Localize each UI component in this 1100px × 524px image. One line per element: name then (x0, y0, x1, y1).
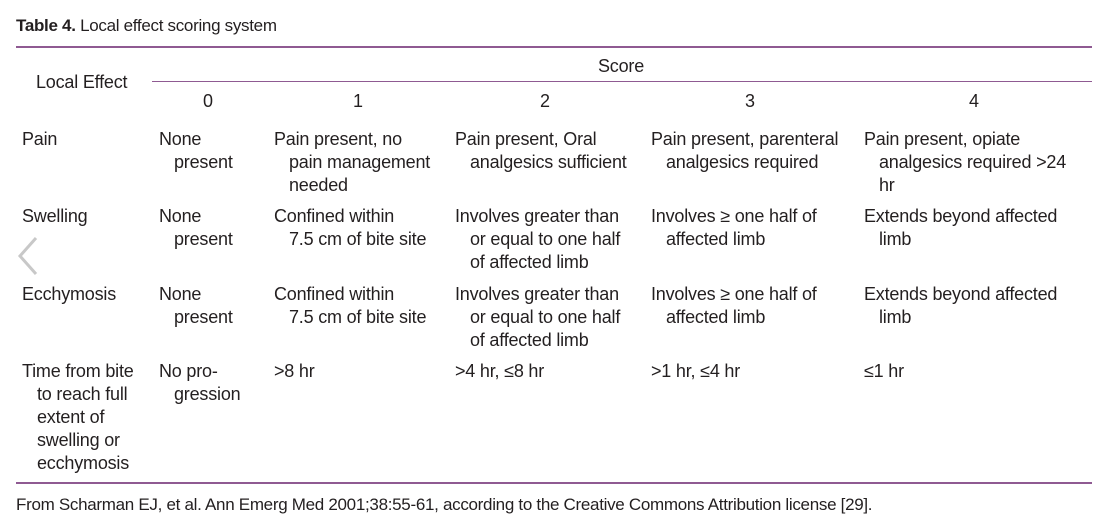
cell-line: Extends beyond affected (864, 206, 1058, 226)
header-score-2: 2 (540, 91, 550, 111)
cell-line: swelling or (37, 430, 120, 450)
cell-line: ecchymosis (37, 453, 130, 473)
table-cell-score-0: No pro-gression (159, 360, 241, 406)
table-cell-score-3: Involves ≥ one half of affected limb (651, 205, 817, 251)
cell-line: Confined within (274, 284, 395, 304)
table-cell-score-3: >1 hr, ≤4 hr (651, 360, 740, 383)
table-bottom-rule (16, 482, 1092, 484)
cell-line: needed (289, 175, 348, 195)
table-cell-score-4: Extends beyond affected limb (864, 205, 1057, 251)
cell-line: Extends beyond affected (864, 284, 1058, 304)
cell-line: Involves ≥ one half of (651, 284, 817, 304)
cell-line: Time from bite (22, 361, 134, 381)
table-cell-score-1: Confined within 7.5 cm of bite site (274, 283, 426, 329)
cell-line: None (159, 129, 202, 149)
cell-line: of affected limb (470, 252, 589, 272)
table-cell-score-4: Extends beyond affected limb (864, 283, 1057, 329)
cell-line: affected limb (666, 307, 766, 327)
table-cell-score-2: Involves greater than or equal to one hal… (455, 205, 620, 274)
chevron-left-icon[interactable] (14, 234, 48, 278)
cell-line: 7.5 cm of bite site (289, 307, 427, 327)
cell-line: to reach full (37, 384, 128, 404)
header-score-4: 4 (969, 91, 979, 111)
table-cell-score-1: Pain present, no pain management needed (274, 128, 430, 197)
cell-line: Involves greater than (455, 206, 619, 226)
cell-line: or equal to one half (470, 229, 621, 249)
cell-line: 7.5 cm of bite site (289, 229, 427, 249)
cell-line: analgesics required >24 (879, 152, 1067, 172)
table-cell-score-3: Involves ≥ one half of affected limb (651, 283, 817, 329)
cell-line: Pain (22, 129, 58, 149)
cell-line: extent of (37, 407, 105, 427)
cell-line: Pain present, no (274, 129, 402, 149)
cell-line: Confined within (274, 206, 395, 226)
table-cell-score-4: ≤1 hr (864, 360, 904, 383)
cell-line: analgesics sufficient (470, 152, 627, 172)
table-caption: Table 4. Local effect scoring system (16, 16, 277, 36)
header-score: Score (598, 56, 645, 76)
cell-line: Pain present, Oral (455, 129, 597, 149)
cell-line: pain management (289, 152, 431, 172)
cell-line: hr (879, 175, 895, 195)
cell-line: limb (879, 229, 912, 249)
table-footnote: From Scharman EJ, et al. Ann Emerg Med 2… (16, 495, 873, 514)
table-cell-score-2: >4 hr, ≤8 hr (455, 360, 544, 383)
table-cell-score-0: None present (159, 283, 233, 329)
cell-line: present (174, 152, 233, 172)
cell-line: Ecchymosis (22, 284, 117, 304)
table-cell-effect: Pain (22, 128, 57, 151)
table-cell-effect: Time from bite to reach full extent of swel… (22, 360, 134, 475)
table-cell-effect: Swelling (22, 205, 88, 228)
cell-line: >1 hr, ≤4 hr (651, 361, 741, 381)
cell-line: or equal to one half (470, 307, 621, 327)
cell-line: >8 hr (274, 361, 315, 381)
cell-line: gression (174, 384, 241, 404)
cell-line: No pro- (159, 361, 218, 381)
header-score-0: 0 (203, 91, 213, 111)
cell-line: of affected limb (470, 330, 589, 350)
table-cell-score-2: Pain present, Oral analgesics sufficient (455, 128, 627, 174)
cell-line: Pain present, parenteral (651, 129, 839, 149)
header-local-effect: Local Effect (36, 72, 128, 92)
table-cell-score-4: Pain present, opiate analgesics required … (864, 128, 1066, 197)
table-cell-effect: Ecchymosis (22, 283, 116, 306)
table-cell-score-1: Confined within 7.5 cm of bite site (274, 205, 426, 251)
table-cell-score-0: None present (159, 128, 233, 174)
cell-line: Involves greater than (455, 284, 619, 304)
cell-line: None (159, 284, 202, 304)
cell-line: >4 hr, ≤8 hr (455, 361, 545, 381)
cell-line: Pain present, opiate (864, 129, 1021, 149)
table-cell-score-3: Pain present, parenteral analgesics requi… (651, 128, 839, 174)
header-score-1: 1 (353, 91, 363, 111)
header-score-3: 3 (745, 91, 755, 111)
table-top-rule (16, 46, 1092, 48)
cell-line: analgesics required (666, 152, 819, 172)
cell-line: present (174, 229, 233, 249)
table-cell-score-0: None present (159, 205, 233, 251)
score-header-rule (152, 81, 1092, 82)
cell-line: present (174, 307, 233, 327)
table-cell-score-2: Involves greater than or equal to one hal… (455, 283, 620, 352)
cell-line: Swelling (22, 206, 88, 226)
cell-line: None (159, 206, 202, 226)
cell-line: ≤1 hr (864, 361, 904, 381)
cell-line: Involves ≥ one half of (651, 206, 817, 226)
cell-line: affected limb (666, 229, 766, 249)
table-number: Table 4. (16, 16, 76, 35)
table-cell-score-1: >8 hr (274, 360, 315, 383)
cell-line: limb (879, 307, 912, 327)
table-title: Local effect scoring system (80, 16, 277, 35)
